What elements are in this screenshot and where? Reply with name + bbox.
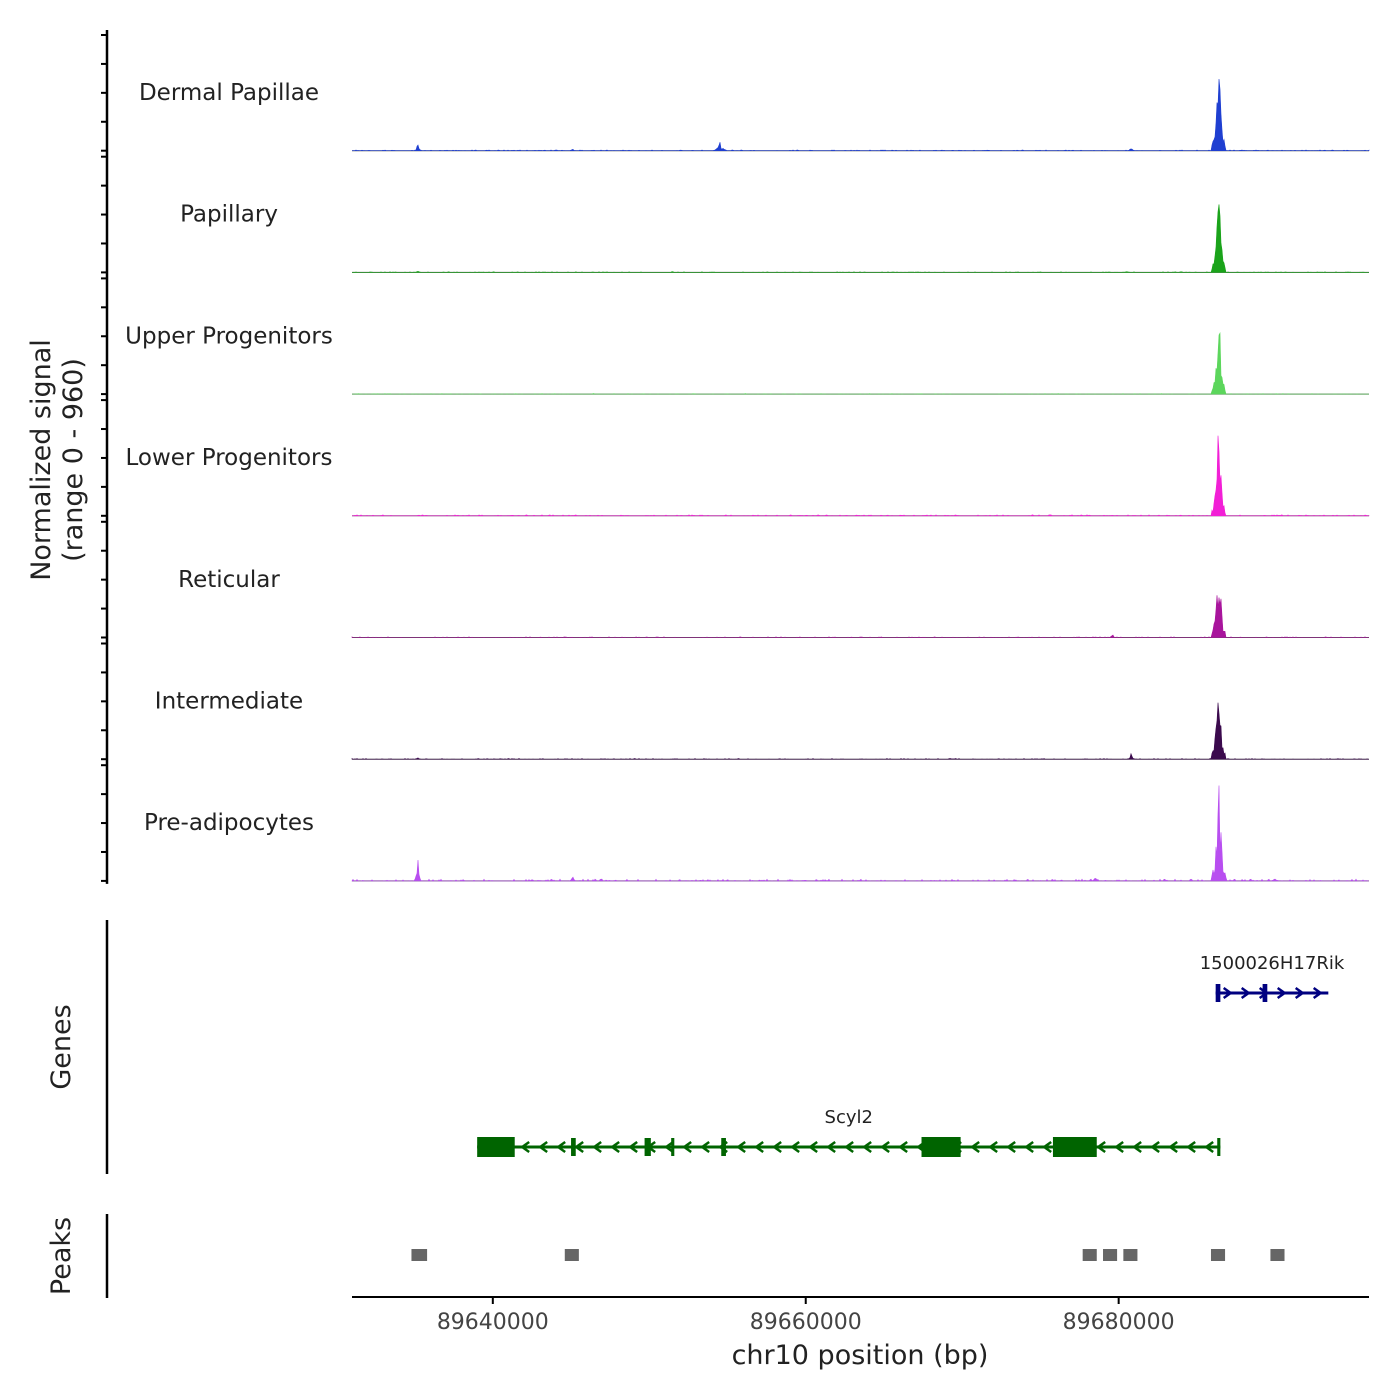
track-label: Reticular (178, 567, 280, 593)
strand-arrow (898, 1140, 908, 1154)
x-tick-label: 89640000 (437, 1310, 549, 1335)
strand-arrow (754, 1140, 764, 1154)
track-dermal-papillae: Dermal Papillae (139, 78, 1370, 152)
strand-arrow (1276, 986, 1287, 1000)
exon (477, 1137, 515, 1157)
strand-arrow (790, 1140, 800, 1154)
track-reticular: Reticular (178, 567, 1369, 638)
track-label: Lower Progenitors (126, 445, 333, 471)
x-tick-label: 89680000 (1063, 1310, 1175, 1335)
peak-region (564, 1249, 579, 1261)
strand-arrow (1114, 1140, 1124, 1154)
track-signal (352, 435, 1370, 517)
peak-region (1103, 1249, 1118, 1261)
strand-arrow (1240, 986, 1251, 1000)
strand-arrow (826, 1140, 836, 1154)
strand-arrow (988, 1140, 998, 1154)
track-signal (352, 331, 1369, 395)
strand-arrow (772, 1140, 782, 1154)
strand-arrow (1132, 1140, 1142, 1154)
strand-arrow (844, 1140, 854, 1154)
track-pre-adipocytes: Pre-adipocytes (144, 785, 1369, 882)
strand-arrow (1006, 1140, 1016, 1154)
track-intermediate: Intermediate (155, 689, 1370, 760)
track-papillary: Papillary (180, 202, 1369, 273)
strand-arrow (682, 1140, 692, 1154)
strand-arrow (970, 1140, 980, 1154)
strand-arrow (736, 1140, 746, 1154)
track-label: Pre-adipocytes (144, 810, 314, 836)
strand-arrow (1204, 1140, 1214, 1154)
strand-arrow (880, 1140, 890, 1154)
track-label: Papillary (180, 202, 278, 228)
gene-1500026h17rik: 1500026H17Rik (1200, 953, 1345, 1002)
y-axis-label-range: (range 0 - 960) (58, 358, 89, 562)
track-lower-progenitors: Lower Progenitors (126, 435, 1370, 517)
track-signal (351, 702, 1370, 760)
x-axis-title: chr10 position (bp) (732, 1340, 989, 1371)
strand-arrow (700, 1140, 710, 1154)
track-label: Upper Progenitors (125, 323, 333, 349)
strand-arrow (1168, 1140, 1178, 1154)
strand-arrow (556, 1140, 566, 1154)
strand-arrow (1222, 986, 1233, 1000)
peak-region (1123, 1249, 1138, 1261)
strand-arrow (520, 1140, 530, 1154)
strand-arrow (574, 1140, 584, 1154)
track-signal (351, 785, 1369, 882)
track-label: Intermediate (155, 689, 303, 715)
strand-arrow (1294, 986, 1305, 1000)
gene-track: 1500026H17Rik Scyl2 (477, 953, 1345, 1157)
y-axis-label-line1: Normalized signal (26, 339, 57, 581)
exon (571, 1138, 576, 1156)
y-axis-ticks (101, 30, 109, 884)
exon (671, 1138, 675, 1156)
strand-arrow (538, 1140, 548, 1154)
peak-region (1210, 1249, 1226, 1261)
strand-arrow (628, 1140, 638, 1154)
y-axis-label: Normalized signal (26, 339, 57, 581)
track-signal (351, 595, 1369, 638)
track-label: Dermal Papillae (139, 80, 319, 106)
strand-arrow (1312, 986, 1323, 1000)
exon (1215, 984, 1221, 1002)
strand-arrow (1186, 1140, 1196, 1154)
track-signal (352, 204, 1369, 273)
peaks-panel-label: Peaks (46, 1217, 77, 1295)
strand-arrow (592, 1140, 602, 1154)
peak-track (411, 1249, 1285, 1261)
gene-scyl2: Scyl2 (477, 1107, 1221, 1157)
exon (1262, 984, 1268, 1002)
exon (1217, 1138, 1221, 1156)
peak-region (1270, 1249, 1285, 1261)
gene-label: Scyl2 (825, 1107, 873, 1128)
exon (721, 1138, 726, 1156)
peak-region (1082, 1249, 1097, 1261)
exon (644, 1138, 651, 1156)
strand-arrow (808, 1140, 818, 1154)
strand-arrow (664, 1140, 674, 1154)
strand-arrow (610, 1140, 620, 1154)
exon (921, 1137, 961, 1157)
genes-panel-label: Genes (46, 1004, 77, 1089)
strand-arrow (862, 1140, 872, 1154)
strand-arrow (1042, 1140, 1052, 1154)
strand-arrow (1150, 1140, 1160, 1154)
track-signal (352, 78, 1370, 152)
gene-label: 1500026H17Rik (1200, 953, 1345, 974)
x-axis: 89640000 89660000 89680000 (437, 1297, 1175, 1335)
exon (1052, 1137, 1097, 1157)
coverage-tracks: Dermal Papillae Papillary Upper Progenitor… (125, 78, 1370, 882)
x-tick-label: 89660000 (750, 1310, 862, 1335)
strand-arrow (1096, 1140, 1106, 1154)
track-upper-progenitors: Upper Progenitors (125, 323, 1369, 395)
peak-region (411, 1249, 428, 1261)
y-axis-label-line2: (range 0 - 960) (58, 358, 89, 562)
strand-arrow (1024, 1140, 1034, 1154)
